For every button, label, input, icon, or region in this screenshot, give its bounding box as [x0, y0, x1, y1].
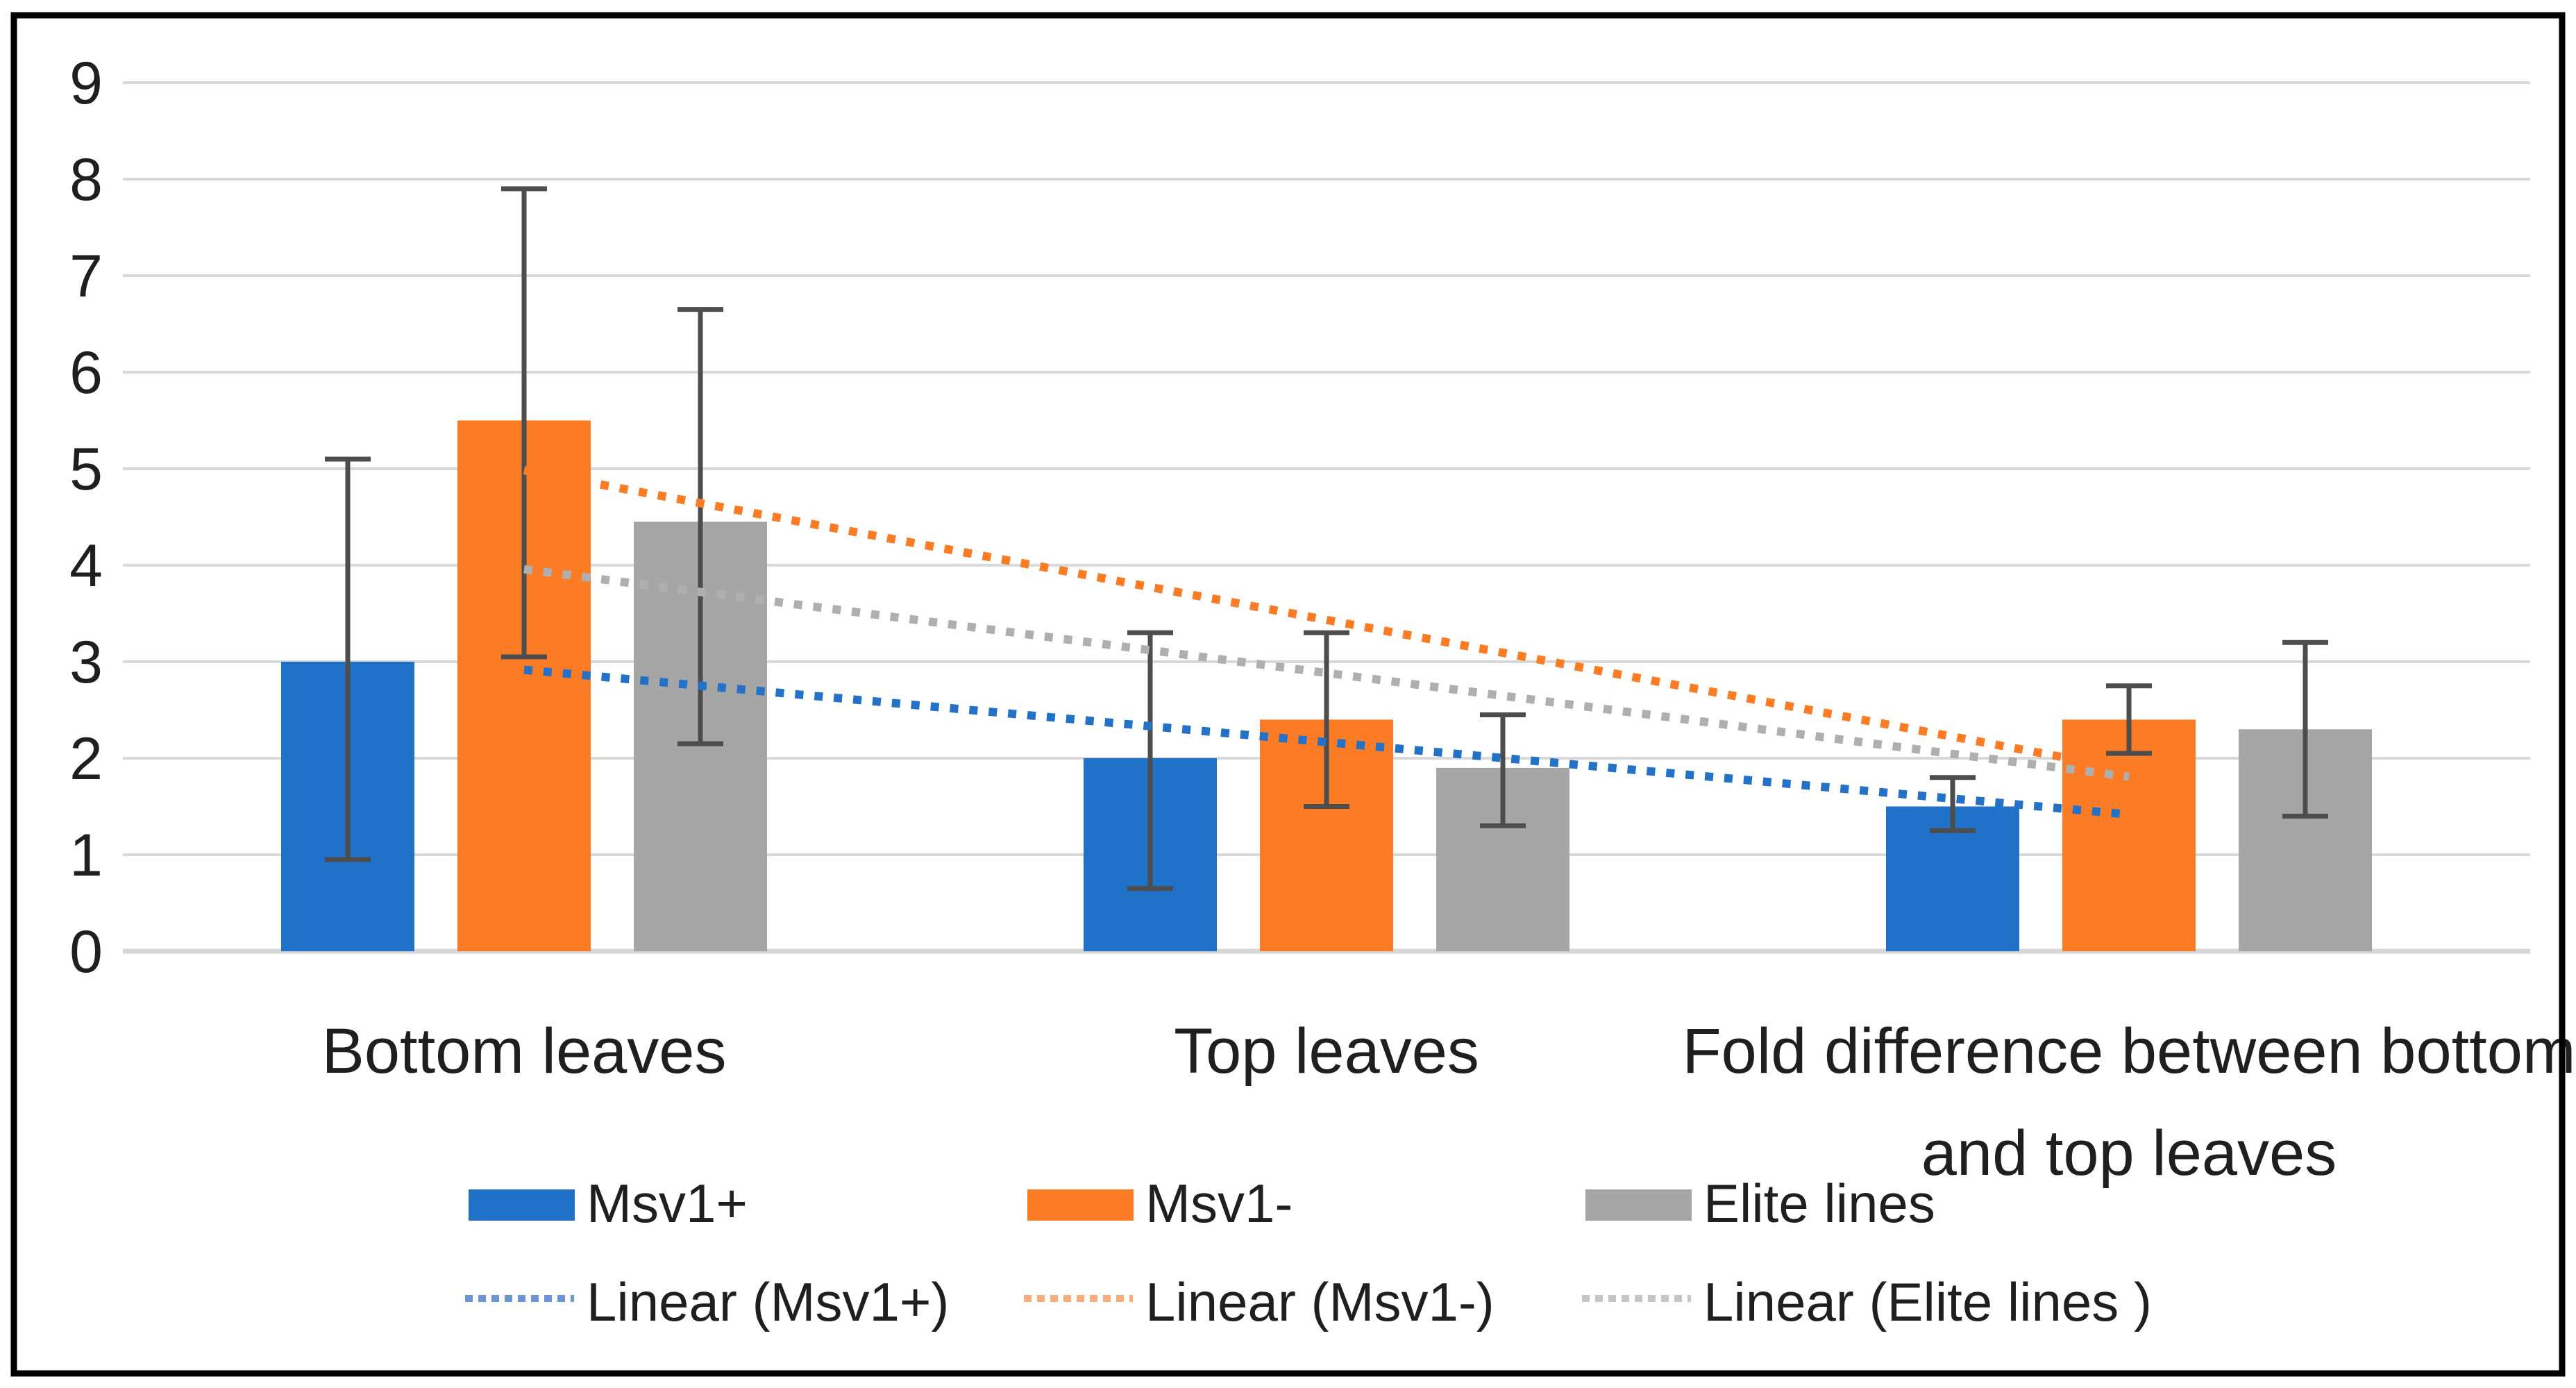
legend-swatch — [1585, 1189, 1692, 1221]
trendline — [523, 565, 2130, 781]
legend-swatch — [1027, 1189, 1134, 1221]
legend-label: Linear (Elite lines ) — [1703, 1271, 2152, 1332]
bar — [2062, 719, 2196, 951]
y-tick-label: 8 — [69, 147, 103, 213]
y-tick-label: 9 — [69, 50, 103, 117]
y-tick-label: 6 — [69, 340, 103, 406]
y-tick-label: 3 — [69, 629, 103, 696]
legend-label: Linear (Msv1-) — [1145, 1271, 1495, 1332]
legend-label: Elite lines — [1703, 1173, 1935, 1234]
y-tick-label: 2 — [69, 726, 103, 792]
chart-border — [10, 12, 2566, 1377]
y-tick-label: 7 — [69, 243, 103, 310]
legend-swatch — [469, 1189, 575, 1221]
legend-label: Msv1+ — [587, 1173, 748, 1234]
legend-label: Msv1- — [1145, 1173, 1293, 1234]
y-tick-label: 5 — [69, 436, 103, 503]
y-tick-label: 0 — [69, 919, 103, 985]
trendline — [523, 665, 2130, 819]
category-label: and top leaves — [1921, 1118, 2337, 1189]
category-label: Bottom leaves — [322, 1016, 727, 1087]
category-label: Fold difference between bottom — [1682, 1016, 2575, 1087]
legend-label: Linear (Msv1+) — [587, 1271, 949, 1332]
category-label: Top leaves — [1174, 1016, 1479, 1087]
y-tick-label: 4 — [69, 533, 103, 599]
y-tick-label: 1 — [69, 822, 103, 889]
